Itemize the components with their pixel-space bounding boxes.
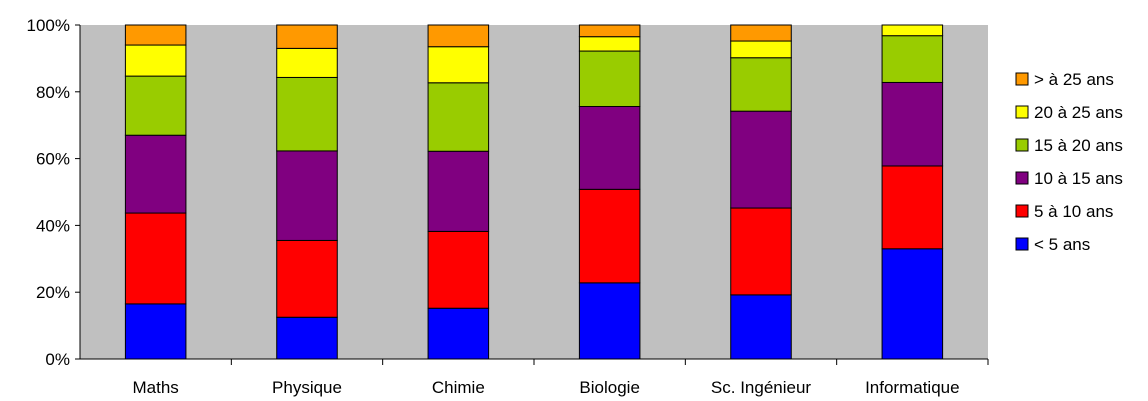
bar-segment: [124, 134, 187, 214]
bar-segment: [578, 36, 641, 52]
bar-segment: [881, 35, 944, 83]
bar-segment: [730, 294, 792, 360]
legend-swatch: [1015, 72, 1029, 86]
y-tick-label: 0%: [45, 350, 70, 369]
bar-segment: [427, 82, 490, 152]
plot-area: [80, 25, 988, 359]
legend-swatch: [1015, 204, 1029, 218]
bar-segment: [427, 24, 490, 48]
y-tick-label: 100%: [27, 16, 70, 35]
bar-segment: [124, 75, 187, 136]
bar-segment: [124, 44, 187, 77]
bar-segment: [730, 110, 792, 209]
bar-segment: [730, 40, 792, 59]
bar-segment: [578, 105, 641, 190]
legend: > à 25 ans 20 à 25 ans 15 à 20 ans 10 à 15 …: [1015, 70, 1123, 254]
legend-swatch: [1015, 237, 1029, 251]
x-tick-label: Sc. Ingénieur: [711, 378, 812, 397]
legend-label: 15 à 20 ans: [1034, 136, 1123, 155]
legend-label: 10 à 15 ans: [1034, 169, 1123, 188]
legend-swatch: [1015, 171, 1029, 185]
bar-segment: [427, 46, 490, 84]
bar-segment: [276, 24, 338, 49]
bar-segment: [427, 150, 490, 232]
y-tick-label: 20%: [36, 283, 70, 302]
bar-segment: [427, 230, 490, 309]
bar-segment: [276, 76, 338, 152]
bar-segment: [881, 248, 944, 360]
bar-segment: [881, 81, 944, 167]
legend-label: > à 25 ans: [1034, 70, 1114, 89]
x-axis: Maths Physique Chimie Biologie Sc. Ingénieur…: [133, 359, 989, 397]
bar-segment: [276, 47, 338, 78]
bar-segment: [881, 165, 944, 250]
bar-segment: [730, 57, 792, 112]
x-tick-label: Chimie: [432, 378, 485, 397]
bar-segment: [881, 24, 944, 37]
bar-segment: [124, 212, 187, 305]
x-tick-label: Maths: [133, 378, 179, 397]
y-tick-label: 40%: [36, 216, 70, 235]
legend-swatch: [1015, 105, 1029, 119]
bar-segment: [578, 24, 641, 38]
bar-segment: [730, 24, 792, 42]
bar-segment: [124, 24, 187, 46]
bar-segment: [276, 150, 338, 241]
x-tick-label: Informatique: [865, 378, 960, 397]
x-tick-label: Biologie: [579, 378, 640, 397]
bar-segment: [276, 316, 338, 360]
bar-segment: [578, 50, 641, 107]
bar-segment: [730, 207, 792, 296]
bars: [124, 24, 944, 360]
y-tick-label: 60%: [36, 150, 70, 169]
legend-swatch: [1015, 138, 1029, 152]
legend-label: 20 à 25 ans: [1034, 103, 1123, 122]
legend-label: < 5 ans: [1034, 235, 1090, 254]
bar-segment: [124, 303, 187, 360]
bar-segment: [427, 307, 490, 360]
y-axis: 0% 20% 40% 60% 80% 100%: [27, 16, 80, 369]
bar-segment: [578, 188, 641, 284]
y-tick-label: 80%: [36, 83, 70, 102]
bar-segment: [578, 282, 641, 360]
bar-segment: [276, 239, 338, 318]
x-tick-label: Physique: [272, 378, 342, 397]
legend-label: 5 à 10 ans: [1034, 202, 1113, 221]
